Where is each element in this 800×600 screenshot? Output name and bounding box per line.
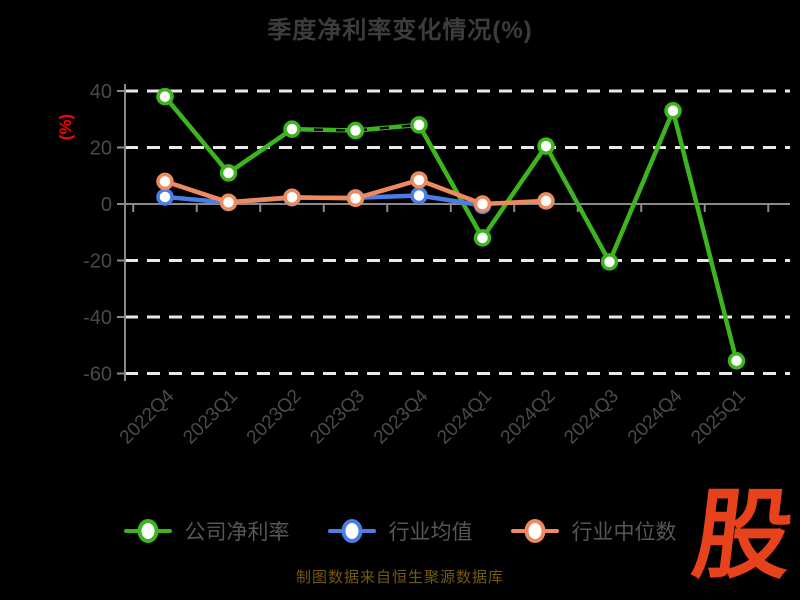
data-point-marker-2 [156,172,174,191]
chart-legend: 公司净利率 行业均值 行业中位数 [0,516,800,546]
legend-marker-green [123,519,172,543]
data-point-marker-0 [156,87,174,106]
data-point-marker-0 [600,253,619,271]
y-tick-label: -40 [83,307,112,329]
legend-label: 公司净利率 [184,521,290,544]
data-point-marker-2 [410,171,428,189]
x-tick-label: 2023Q2 [243,386,306,449]
legend-label: 行业中位数 [571,521,677,544]
y-axis-unit-label: (%) [56,114,75,140]
data-point-marker-0 [410,116,428,134]
x-tick-label: 2023Q1 [179,386,242,449]
legend-label: 行业均值 [388,521,473,544]
x-tick-label: 2024Q4 [624,385,687,448]
data-point-marker-0 [473,229,492,247]
series-line-0 [162,94,739,364]
data-point-marker-2 [219,193,238,212]
stock-logo-glyph: 股 [687,480,799,590]
data-point-marker-2 [346,189,365,208]
legend-item-industry-mean: 行业均值 [327,516,473,546]
legend-marker-orange [510,519,559,543]
legend-marker-blue [327,519,376,543]
x-tick-label: 2023Q4 [370,385,433,448]
data-point-marker-0 [727,352,746,370]
data-point-marker-0 [219,164,238,182]
x-tick-label: 2022Q4 [116,385,179,448]
y-tick-label: 0 [101,194,112,216]
legend-item-company-net-margin: 公司净利率 [123,516,290,546]
y-tick-label: -20 [83,251,112,273]
data-point-marker-0 [537,137,555,155]
x-tick-label: 2024Q3 [560,386,623,449]
data-point-marker-2 [537,192,555,210]
y-tick-label: 20 [90,138,112,160]
x-tick-label: 2025Q1 [687,386,750,449]
x-tick-label: 2024Q1 [433,386,496,449]
x-tick-label: 2023Q3 [306,386,369,449]
legend-item-industry-median: 行业中位数 [510,516,677,546]
data-point-marker-2 [473,195,492,213]
data-point-marker-1 [156,188,174,206]
data-point-marker-0 [283,120,301,138]
y-tick-label: 40 [90,81,112,103]
data-point-marker-0 [664,102,682,120]
data-point-marker-1 [410,186,428,205]
x-tick-label: 2024Q2 [497,386,560,449]
data-source-caption: 制图数据来自恒生聚源数据库 [295,569,504,586]
data-point-marker-2 [283,188,301,206]
data-point-marker-0 [346,121,365,140]
y-tick-label: -60 [83,364,112,386]
chart-title: 季度净利率变化情况(%) [267,17,533,44]
